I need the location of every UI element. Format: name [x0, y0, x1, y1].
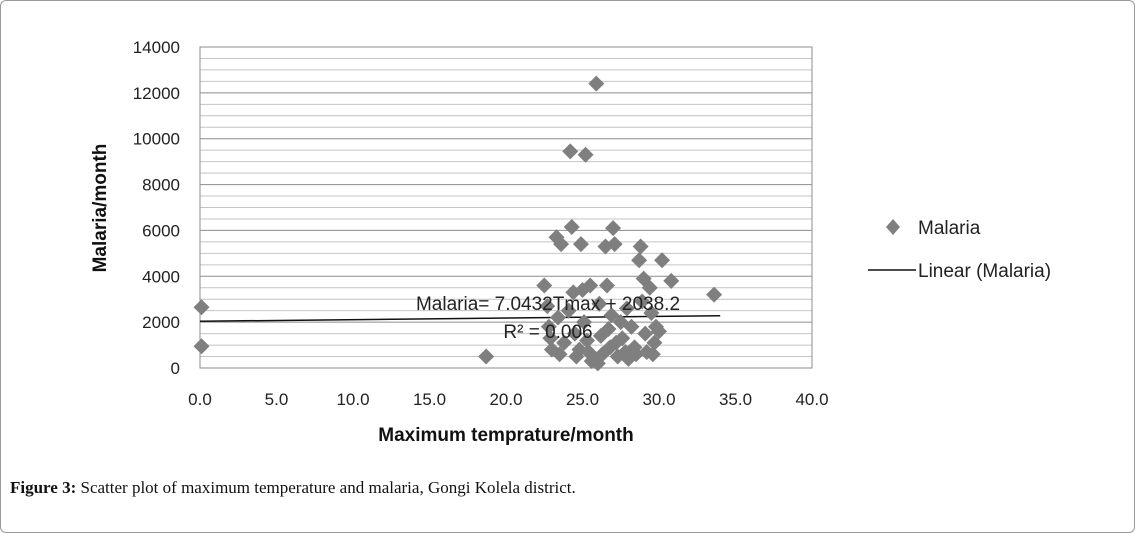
data-point [591, 295, 608, 312]
y-axis-ticks: 0 2000 4000 6000 8000 10000 12000 14000 [133, 38, 180, 378]
data-point [563, 218, 580, 235]
y-tick-label: 2000 [142, 313, 180, 332]
data-point [550, 309, 567, 326]
data-point [623, 318, 640, 335]
data-point [556, 334, 573, 351]
data-point [606, 236, 623, 253]
data-point [551, 346, 568, 363]
y-tick-label: 6000 [142, 221, 180, 240]
data-point [542, 330, 559, 347]
x-tick-label: 25.0 [566, 390, 599, 409]
legend-label-linear: Linear (Malaria) [918, 261, 1051, 282]
plot-area-rect [199, 46, 813, 369]
x-axis-title: Maximum temprature/month [378, 425, 633, 446]
data-point [478, 348, 495, 365]
y-tick-label: 8000 [142, 176, 180, 195]
x-axis-ticks: 0.0 5.0 10.0 15.0 20.0 25.0 30.0 35.0 40.0 [188, 390, 828, 409]
data-point [632, 238, 649, 255]
trendline-r-squared: R² = 0.006 [503, 322, 592, 343]
data-point [536, 277, 553, 294]
scatter-chart: 0 2000 4000 6000 8000 10000 12000 14000 0.0 5.0 1… [90, 38, 1051, 446]
data-point [553, 236, 570, 253]
x-tick-label: 35.0 [719, 390, 752, 409]
data-point [600, 321, 617, 338]
data-points [193, 75, 723, 372]
trendline-equation: Malaria= 7.0432Tmax + 2038.2 [416, 294, 680, 315]
data-point [560, 302, 577, 319]
data-point [562, 143, 579, 160]
data-point [631, 252, 648, 269]
data-point [644, 346, 661, 363]
y-tick-label: 10000 [133, 130, 180, 149]
y-tick-label: 4000 [142, 267, 180, 286]
data-point [572, 236, 589, 253]
x-tick-label: 0.0 [188, 390, 212, 409]
x-tick-label: 20.0 [489, 390, 522, 409]
data-point [566, 325, 583, 342]
data-point [582, 277, 599, 294]
data-point [598, 277, 615, 294]
data-point [576, 314, 593, 331]
legend-label-malaria: Malaria [918, 218, 981, 239]
data-point [663, 272, 680, 289]
data-point [193, 338, 210, 355]
data-point [579, 332, 596, 349]
x-tick-label: 30.0 [642, 390, 675, 409]
x-tick-label: 10.0 [336, 390, 369, 409]
data-point [539, 298, 556, 315]
data-point [706, 286, 723, 303]
plot-area-border [199, 46, 813, 369]
y-axis-title: Malaria/month [90, 144, 111, 273]
x-tick-label: 15.0 [413, 390, 446, 409]
data-point [651, 323, 667, 340]
x-tick-label: 5.0 [265, 390, 289, 409]
legend-marker-diamond [886, 219, 900, 235]
data-point [605, 220, 622, 237]
data-point [577, 146, 594, 163]
figure-caption: Figure 3: Scatter plot of maximum temper… [10, 478, 1120, 498]
legend: Malaria Linear (Malaria) [868, 218, 1051, 282]
data-point [634, 293, 651, 310]
caption-text: Scatter plot of maximum temperature and … [76, 478, 576, 497]
data-point [540, 318, 557, 335]
x-tick-label: 40.0 [795, 390, 828, 409]
trendline-group [199, 315, 721, 323]
trendline [199, 315, 721, 323]
y-tick-label: 0 [171, 359, 180, 378]
data-point [588, 75, 605, 92]
data-point [618, 300, 635, 317]
data-point [193, 299, 210, 316]
caption-label: Figure 3: [10, 478, 77, 497]
data-point [614, 330, 631, 347]
data-point [646, 334, 663, 351]
y-tick-label: 14000 [133, 38, 180, 57]
data-point [603, 307, 620, 324]
data-point [637, 325, 654, 342]
data-point [654, 252, 671, 269]
data-point [628, 346, 645, 363]
data-point [641, 279, 658, 296]
y-tick-label: 12000 [133, 84, 180, 103]
data-point [643, 304, 660, 321]
